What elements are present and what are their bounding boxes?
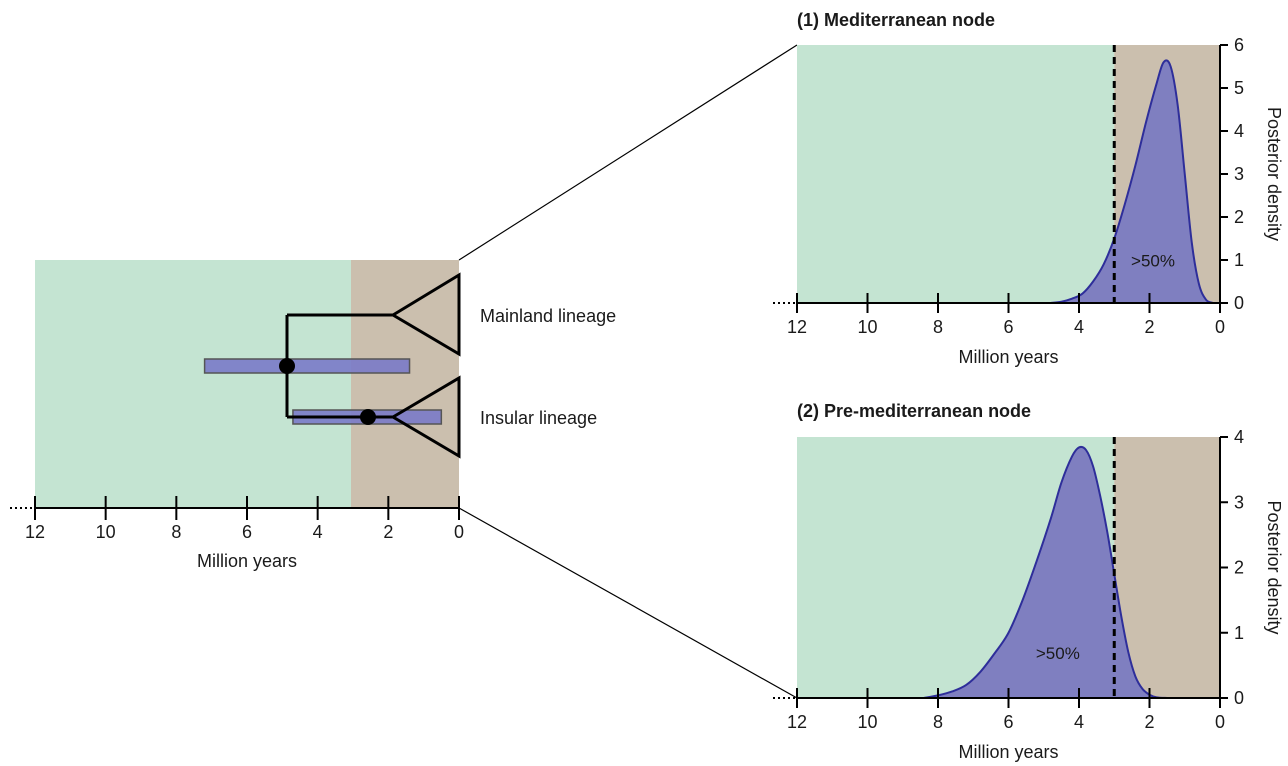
tick-label: 4 [313, 522, 323, 542]
pre-mediterranean-zone [797, 45, 1115, 303]
tick-label: 12 [787, 712, 807, 732]
mediterranean-node-panel: (1) Mediterranean node >50% 12 10 8 6 4 2 0 01… [773, 10, 1284, 367]
zoom-connector-bottom [458, 507, 798, 699]
posterior-density-curve [923, 445, 1168, 699]
probability-annotation: >50% [1036, 644, 1080, 663]
x-axis-title: Million years [958, 347, 1058, 367]
panel-title: (2) Pre-mediterranean node [797, 401, 1031, 421]
insular-clade-triangle [390, 375, 461, 459]
tree-panel: Mainland lineage Insular lineage 12 10 8 6 4… [10, 260, 616, 571]
tick-label: 2 [1144, 317, 1154, 337]
tick-label: 1 [1234, 623, 1244, 643]
pre-mediterranean-node-panel: (2) Pre-mediterranean node >50% 12 10 8 6 4 2… [773, 401, 1284, 762]
pre-mediterranean-zone [35, 260, 351, 508]
tick-label: 0 [1234, 688, 1244, 708]
tick-label: 12 [787, 317, 807, 337]
panel-title: (1) Mediterranean node [797, 10, 995, 30]
mediterranean-zone [1114, 437, 1220, 698]
tick-label: 6 [242, 522, 252, 542]
tick-label: 6 [1003, 317, 1013, 337]
tick-label: 2 [1234, 558, 1244, 578]
tick-label: 6 [1003, 712, 1013, 732]
y-axis-title: Posterior density [1264, 107, 1284, 241]
node-hpd-bar [203, 358, 411, 374]
tick-label: 0 [1234, 293, 1244, 313]
tick-label: 0 [1215, 317, 1225, 337]
tree-x-axis-title: Million years [197, 551, 297, 571]
mediterranean-zone [351, 260, 459, 508]
tick-label: 4 [1234, 121, 1244, 141]
tick-label: 8 [933, 712, 943, 732]
tick-label: 0 [1215, 712, 1225, 732]
tick-label: 10 [857, 317, 877, 337]
x-ticks: 12 10 8 6 4 2 0 [787, 293, 1225, 337]
tree-x-ticks: 12 10 8 6 4 2 0 [25, 496, 464, 542]
y-ticks: 0 1 2 3 4 [1220, 427, 1244, 708]
probability-annotation: >50% [1131, 251, 1175, 270]
x-ticks: 12 10 8 6 4 2 0 [787, 688, 1225, 732]
y-axis-title: Posterior density [1264, 500, 1284, 634]
mainland-lineage-label: Mainland lineage [480, 306, 616, 326]
tick-label: 3 [1234, 492, 1244, 512]
tick-label: 2 [1144, 712, 1154, 732]
tick-label: 4 [1074, 317, 1084, 337]
tick-label: 10 [857, 712, 877, 732]
pre-mediterranean-node-dot [279, 358, 295, 374]
tick-label: 8 [933, 317, 943, 337]
tick-label: 4 [1074, 712, 1084, 732]
insular-lineage-label: Insular lineage [480, 408, 597, 428]
posterior-density-curve [1050, 59, 1214, 304]
tick-label: 12 [25, 522, 45, 542]
tick-label: 2 [383, 522, 393, 542]
y-ticks: 0 1 2 3 4 5 6 [1220, 35, 1244, 313]
tick-label: 8 [171, 522, 181, 542]
tick-label: 4 [1234, 427, 1244, 447]
mediterranean-node-dot [360, 409, 376, 425]
x-axis-title: Million years [958, 742, 1058, 762]
tick-label: 3 [1234, 164, 1244, 184]
tick-label: 1 [1234, 250, 1244, 270]
tick-label: 6 [1234, 35, 1244, 55]
zoom-connector-top [458, 44, 798, 261]
tick-label: 10 [96, 522, 116, 542]
tick-label: 2 [1234, 207, 1244, 227]
mainland-clade-triangle [390, 272, 461, 357]
tick-label: 0 [454, 522, 464, 542]
tick-label: 5 [1234, 78, 1244, 98]
